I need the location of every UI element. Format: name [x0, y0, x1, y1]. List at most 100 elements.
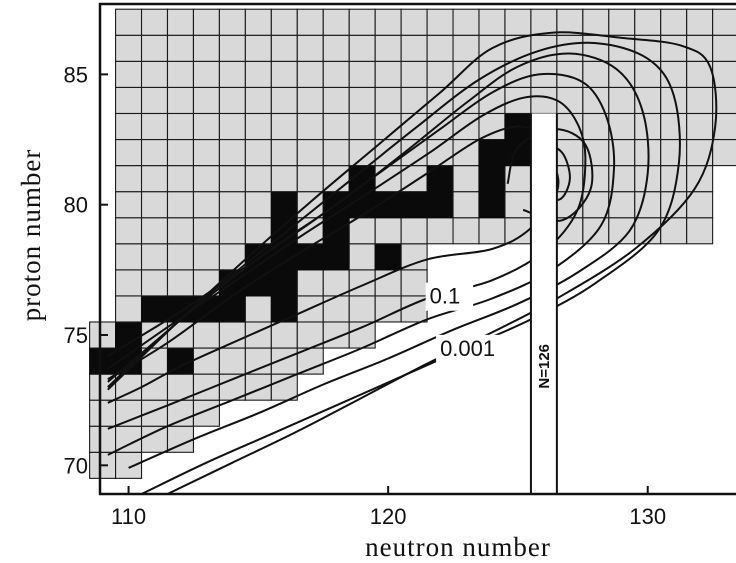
- nucleus-cell: [115, 217, 143, 245]
- nucleus-cell: [244, 34, 272, 62]
- nucleus-cell: [192, 86, 220, 115]
- nucleus-cell: [660, 138, 688, 167]
- nucleus-cell: [322, 34, 350, 62]
- nucleus-cell: [608, 191, 636, 219]
- nucleus-cell: [582, 217, 610, 245]
- nucleus-cell: [140, 138, 169, 167]
- stable-nucleus-cell: [400, 191, 428, 219]
- n126-label: N=126: [536, 344, 553, 389]
- stable-nucleus-cell: [89, 347, 117, 375]
- nucleus-cell: [115, 138, 143, 167]
- nucleus-cell: [140, 425, 169, 453]
- nucleus-cell: [192, 112, 220, 141]
- nucleus-cell: [322, 112, 350, 141]
- nucleus-cell: [582, 191, 610, 219]
- stable-nucleus-cell: [426, 191, 454, 219]
- nucleus-cell: [556, 8, 584, 36]
- nucleus-cell: [166, 60, 195, 88]
- nucleus-cell: [140, 243, 169, 271]
- nucleus-cell: [530, 8, 558, 36]
- nucleus-cell: [218, 217, 246, 245]
- nucleus-cell: [582, 138, 610, 167]
- nucleus-cell: [270, 321, 298, 349]
- x-tick-label: 110: [111, 504, 146, 529]
- nucleus-cell: [270, 34, 298, 62]
- nucleus-cell: [140, 373, 169, 401]
- nucleus-cell: [608, 112, 636, 141]
- nucleus-cell: [218, 347, 246, 375]
- nucleus-cell: [296, 86, 324, 115]
- nucleus-cell: [400, 269, 428, 297]
- nucleus-cell: [192, 399, 220, 427]
- nucleus-cell: [322, 86, 350, 115]
- nucleus-cell: [296, 60, 324, 88]
- nucleus-cell: [478, 8, 506, 36]
- nucleus-cell: [374, 295, 402, 323]
- nucleus-cell: [270, 373, 298, 401]
- nucleus-cell: [426, 34, 454, 62]
- contour-label-bg: [436, 334, 509, 363]
- nucleus-cell: [296, 8, 324, 36]
- nucleus-cell: [140, 112, 169, 141]
- y-axis-ticks: 70 75 80 85: [64, 62, 108, 478]
- nucleus-cell: [166, 321, 195, 349]
- nucleus-cell: [374, 86, 402, 115]
- nucleus-cell: [504, 191, 532, 219]
- nucleus-cell: [166, 86, 195, 115]
- nucleus-cell: [400, 8, 428, 36]
- nucleus-cell: [218, 191, 246, 219]
- nucleus-cell: [270, 86, 298, 115]
- nucleus-cell: [582, 8, 610, 36]
- nucleus-cell: [400, 217, 428, 245]
- nucleus-cell: [374, 217, 402, 245]
- nucleus-cell: [244, 86, 272, 115]
- nucleus-cell: [115, 243, 143, 271]
- nucleus-cell: [686, 60, 714, 88]
- nucleus-cell: [530, 86, 558, 115]
- nucleus-cell: [89, 451, 117, 479]
- nucleus-cell: [452, 8, 480, 36]
- stable-nucleus-cell: [322, 243, 350, 271]
- nucleus-cell: [166, 269, 195, 297]
- nucleus-cell: [426, 8, 454, 36]
- nucleus-cell: [192, 191, 220, 219]
- nucleus-cell: [192, 347, 220, 375]
- nucleus-cell: [452, 191, 480, 219]
- nucleus-cell: [270, 60, 298, 88]
- nucleus-cell: [115, 399, 143, 427]
- nucleus-cell: [218, 112, 246, 141]
- nucleus-cell: [115, 165, 143, 193]
- nucleus-cell: [348, 86, 376, 115]
- nucleus-cell: [686, 34, 714, 62]
- contour-labels-layer: 0.1 0.001: [425, 282, 509, 363]
- contour-0.001: [107, 31, 718, 495]
- contour-label-0.001: 0.001: [440, 336, 495, 361]
- nucleus-cell: [296, 138, 324, 167]
- nucleus-cell: [608, 8, 636, 36]
- nucleus-cell: [218, 321, 246, 349]
- nucleus-cell: [115, 34, 143, 62]
- stable-nucleus-cell: [270, 269, 298, 297]
- nucleus-cell: [348, 243, 376, 271]
- nucleus-cell: [270, 112, 298, 141]
- stable-nucleus-cell: [374, 243, 402, 271]
- nucleus-cell: [712, 8, 736, 36]
- nucleus-cell: [374, 165, 402, 193]
- nucleus-cell: [115, 86, 143, 115]
- nucleus-cell: [166, 165, 195, 193]
- nucleus-cell: [296, 165, 324, 193]
- nucleus-cell: [89, 425, 117, 453]
- nucleus-cell: [504, 8, 532, 36]
- x-axis-title: neutron number: [365, 532, 551, 562]
- nucleus-cell: [140, 60, 169, 88]
- nucleus-cell: [452, 217, 480, 245]
- nucleus-cell: [166, 8, 195, 36]
- nucleus-cell: [322, 8, 350, 36]
- nucleus-cell: [660, 112, 688, 141]
- nucleus-cell: [452, 165, 480, 193]
- nucleus-cell: [582, 112, 610, 141]
- nucleus-cell: [140, 191, 169, 219]
- nucleus-cell: [374, 8, 402, 36]
- stable-nucleus-cell: [504, 138, 532, 167]
- nucleus-cell: [140, 165, 169, 193]
